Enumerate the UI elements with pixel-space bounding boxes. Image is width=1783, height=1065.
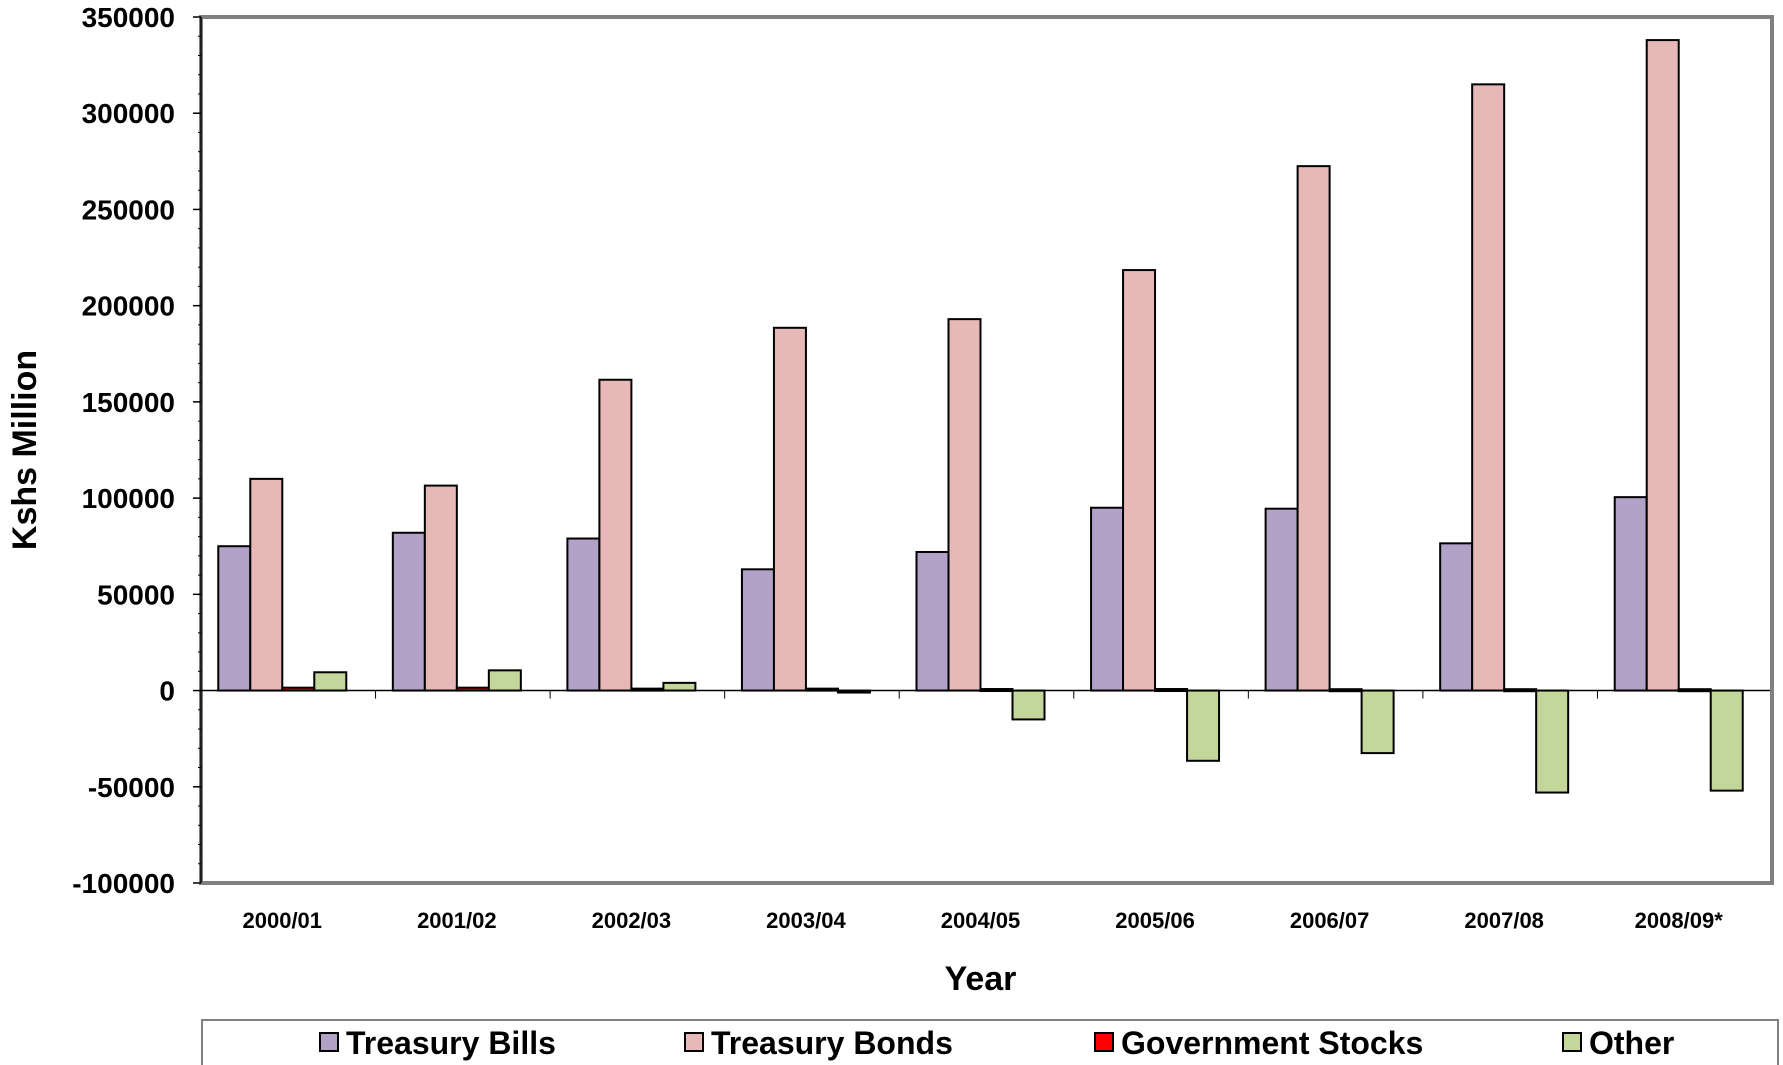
y-axis-title: Kshs Million [6, 350, 44, 550]
bar-treasury-bills-2001-02 [391, 531, 426, 692]
y-tick-label: 50000 [97, 579, 175, 610]
bar-treasury-bonds-2000-01 [249, 477, 284, 692]
legend-label: Other [1589, 1025, 1674, 1061]
y-axis-ticks: 350000 300000 250000 200000 150000 100000 5000… [72, 2, 201, 899]
legend-swatch-other [1562, 1032, 1582, 1052]
y-tick-label: 0 [159, 676, 175, 707]
bar-other-2000-01 [313, 671, 348, 692]
bar-treasury-bonds-2005-06 [1122, 269, 1157, 692]
legend-box [201, 1019, 1779, 1065]
y-tick-label: 150000 [82, 387, 175, 418]
bar-treasury-bonds-2008-09- [1645, 39, 1680, 692]
bar-treasury-bills-2003-04 [740, 568, 775, 692]
plot-frame [199, 15, 1774, 885]
bar-treasury-bonds-2002-03 [598, 378, 633, 692]
bar-other-2005-06 [1186, 689, 1221, 762]
bar-treasury-bonds-2007-08 [1471, 83, 1506, 692]
x-tick-label: 2005/06 [1115, 908, 1195, 933]
bar-other-2004-05 [1011, 689, 1046, 721]
legend-swatch-treasury-bills [319, 1032, 339, 1052]
x-tick-label: 2004/05 [941, 908, 1021, 933]
y-tick-label: 350000 [82, 2, 175, 33]
bar-other-2002-03 [662, 681, 697, 692]
x-axis-ticks: 2000/01 2001/02 2002/03 2003/04 2004/05 2005/… [243, 690, 1724, 933]
bar-other-2007-08 [1535, 689, 1570, 794]
bar-treasury-bills-2002-03 [566, 537, 601, 692]
bar-treasury-bills-2000-01 [217, 545, 252, 692]
x-tick-label: 2001/02 [417, 908, 497, 933]
x-tick-label: 2008/09* [1635, 908, 1724, 933]
bar-treasury-bonds-2001-02 [423, 484, 458, 692]
y-tick-label: 200000 [82, 291, 175, 322]
legend-label: Government Stocks [1121, 1025, 1423, 1061]
bar-treasury-bonds-2003-04 [772, 326, 807, 692]
y-tick-label: -100000 [72, 868, 175, 899]
legend-label: Treasury Bills [346, 1025, 556, 1061]
x-tick-label: 2000/01 [243, 908, 323, 933]
bar-treasury-bonds-2004-05 [947, 318, 982, 692]
y-tick-label: 300000 [82, 98, 175, 129]
x-tick-label: 2006/07 [1290, 908, 1370, 933]
legend-swatch-treasury-bonds [684, 1032, 704, 1052]
x-tick-label: 2002/03 [592, 908, 672, 933]
x-tick-label: 2007/08 [1464, 908, 1544, 933]
y-tick-label: 100000 [82, 483, 175, 514]
x-tick-label: 2003/04 [766, 908, 846, 933]
bar-treasury-bills-2004-05 [915, 550, 950, 692]
bar-other-2008-09- [1709, 689, 1744, 792]
legend-swatch-government-stocks [1094, 1032, 1114, 1052]
bar-treasury-bills-2007-08 [1439, 542, 1474, 692]
bar-other-2006-07 [1360, 689, 1395, 755]
y-tick-label: 250000 [82, 194, 175, 225]
bar-treasury-bills-2005-06 [1090, 506, 1125, 692]
bar-treasury-bills-2006-07 [1264, 507, 1299, 692]
x-axis-title: Year [945, 960, 1017, 998]
bars [217, 39, 1744, 794]
bar-treasury-bonds-2006-07 [1296, 165, 1331, 692]
legend: Treasury Bills Treasury Bonds Government S… [201, 1019, 1779, 1065]
y-tick-label: -50000 [88, 772, 175, 803]
bar-treasury-bills-2008-09- [1613, 496, 1648, 692]
bar-other-2001-02 [487, 669, 522, 692]
legend-label: Treasury Bonds [711, 1025, 953, 1061]
